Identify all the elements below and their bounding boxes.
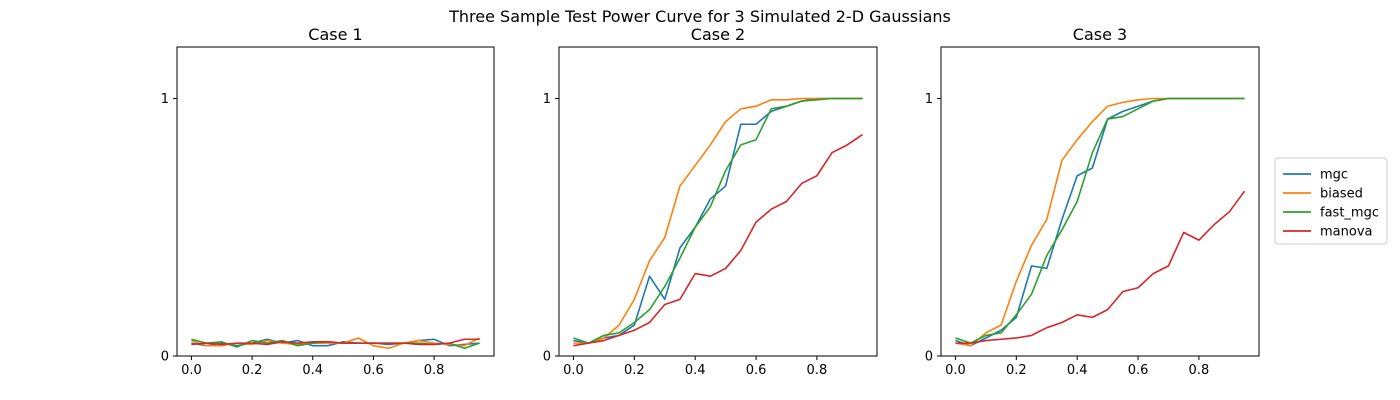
series-line-fast_mgc bbox=[573, 97, 863, 344]
x-tick-label: 0.0 bbox=[945, 363, 966, 378]
legend-item-mgc: mgc bbox=[1283, 168, 1348, 183]
y-tick-label: 1 bbox=[543, 92, 551, 107]
x-tick-label: 0.2 bbox=[1006, 363, 1027, 378]
series-line-mgc bbox=[573, 97, 863, 344]
subplot-3: Case 3 0.0 0.2 0.4 0.6 0.8 0 1 bbox=[925, 25, 1260, 378]
plot-frame bbox=[940, 46, 1260, 357]
x-tick-label: 0.8 bbox=[424, 363, 445, 378]
legend-box bbox=[1274, 157, 1388, 245]
x-tick-label: 0.2 bbox=[242, 363, 263, 378]
subplot-1: Case 1 0.0 0.2 0.4 0.6 0.8 0 1 bbox=[161, 25, 495, 378]
x-tick-label: 0.2 bbox=[624, 363, 645, 378]
x-tick-label: 0.6 bbox=[1128, 363, 1149, 378]
subplot-title: Case 1 bbox=[308, 25, 362, 44]
plot-frame bbox=[558, 46, 878, 357]
subplot-2: Case 2 0.0 0.2 0.4 0.6 0.8 0 1 bbox=[543, 25, 878, 378]
legend-label: mgc bbox=[1320, 168, 1348, 183]
legend-label: fast_mgc bbox=[1320, 206, 1379, 221]
x-tick-label: 0.4 bbox=[685, 363, 706, 378]
x-tick-label: 0.0 bbox=[563, 363, 584, 378]
legend-label: biased bbox=[1320, 187, 1363, 202]
legend-label: manova bbox=[1320, 225, 1372, 240]
plot-frame bbox=[176, 46, 495, 357]
x-tick-label: 0.6 bbox=[746, 363, 767, 378]
subplot-title: Case 2 bbox=[691, 25, 745, 44]
x-tick-label: 0.0 bbox=[181, 363, 202, 378]
series-line-manova bbox=[955, 190, 1246, 344]
y-tick-label: 0 bbox=[161, 350, 169, 365]
series-line-biased bbox=[573, 97, 863, 344]
x-tick-label: 0.8 bbox=[807, 363, 828, 378]
x-tick-label: 0.4 bbox=[1067, 363, 1088, 378]
legend-item-fast_mgc: fast_mgc bbox=[1283, 206, 1379, 221]
series-line-manova bbox=[573, 133, 863, 347]
figure-suptitle: Three Sample Test Power Curve for 3 Simu… bbox=[448, 7, 951, 26]
series-line-manova bbox=[191, 338, 480, 346]
x-tick-label: 0.6 bbox=[363, 363, 384, 378]
legend-item-manova: manova bbox=[1283, 225, 1372, 240]
y-tick-label: 0 bbox=[543, 350, 551, 365]
legend-item-biased: biased bbox=[1283, 187, 1363, 202]
x-tick-label: 0.8 bbox=[1189, 363, 1210, 378]
subplot-title: Case 3 bbox=[1073, 25, 1127, 44]
subplots: Case 1 0.0 0.2 0.4 0.6 0.8 0 1 Case 2 0.0 0.2 0.4 0.… bbox=[161, 25, 1260, 378]
y-tick-label: 1 bbox=[925, 92, 933, 107]
series-line-fast_mgc bbox=[955, 97, 1245, 344]
y-tick-label: 0 bbox=[925, 350, 933, 365]
y-tick-label: 1 bbox=[161, 92, 169, 107]
x-tick-label: 0.4 bbox=[302, 363, 323, 378]
